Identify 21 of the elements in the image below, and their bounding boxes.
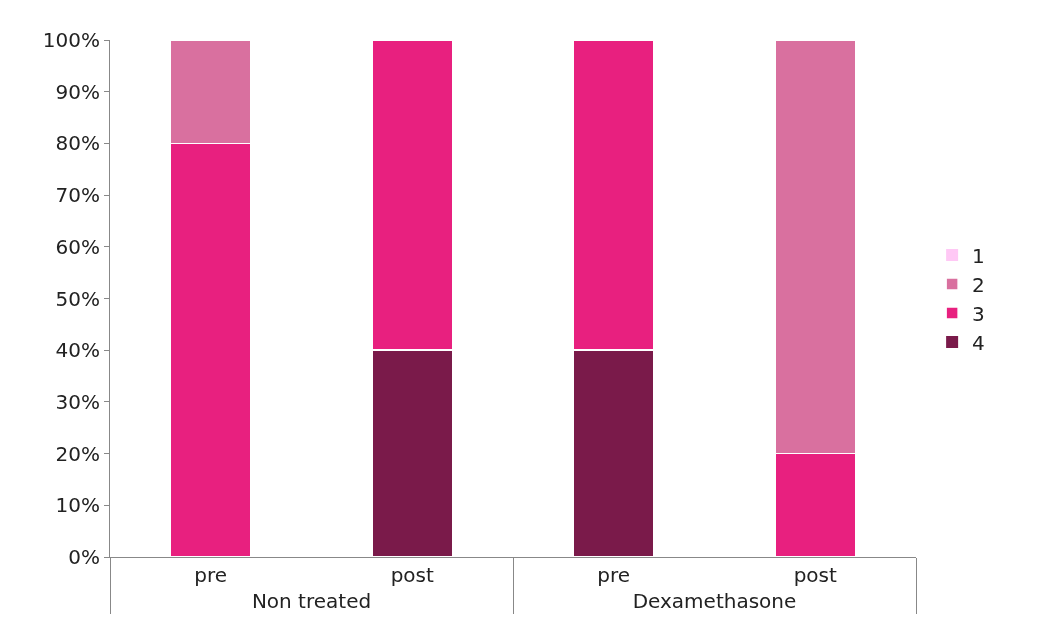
y-tick-label: 40% bbox=[55, 338, 100, 363]
y-tick-label: 10% bbox=[55, 493, 100, 518]
x-tick-label: post bbox=[390, 563, 434, 587]
text: Dexamethasone bbox=[632, 589, 797, 613]
legend-label: 2 bbox=[972, 272, 985, 297]
legend-label: 4 bbox=[972, 330, 985, 355]
x-tick-label: post bbox=[793, 563, 837, 587]
y-tick-label: 70% bbox=[55, 183, 100, 208]
x-tick-label: pre bbox=[597, 563, 631, 587]
y-tick-label: 0% bbox=[68, 545, 100, 569]
y-tick-label: 100% bbox=[42, 28, 100, 52]
y-tick-label: 20% bbox=[55, 441, 100, 466]
y-tick-label: 50% bbox=[55, 286, 100, 311]
legend-label: 3 bbox=[972, 301, 985, 326]
y-tick-label: 30% bbox=[55, 389, 100, 414]
text: Non treated bbox=[251, 589, 372, 613]
y-tick-label: 80% bbox=[55, 131, 100, 156]
y-tick-label: 60% bbox=[55, 234, 100, 259]
legend-label: 1 bbox=[972, 243, 985, 268]
y-tick-label: 90% bbox=[55, 79, 100, 104]
x-tick-label: pre bbox=[194, 563, 228, 587]
